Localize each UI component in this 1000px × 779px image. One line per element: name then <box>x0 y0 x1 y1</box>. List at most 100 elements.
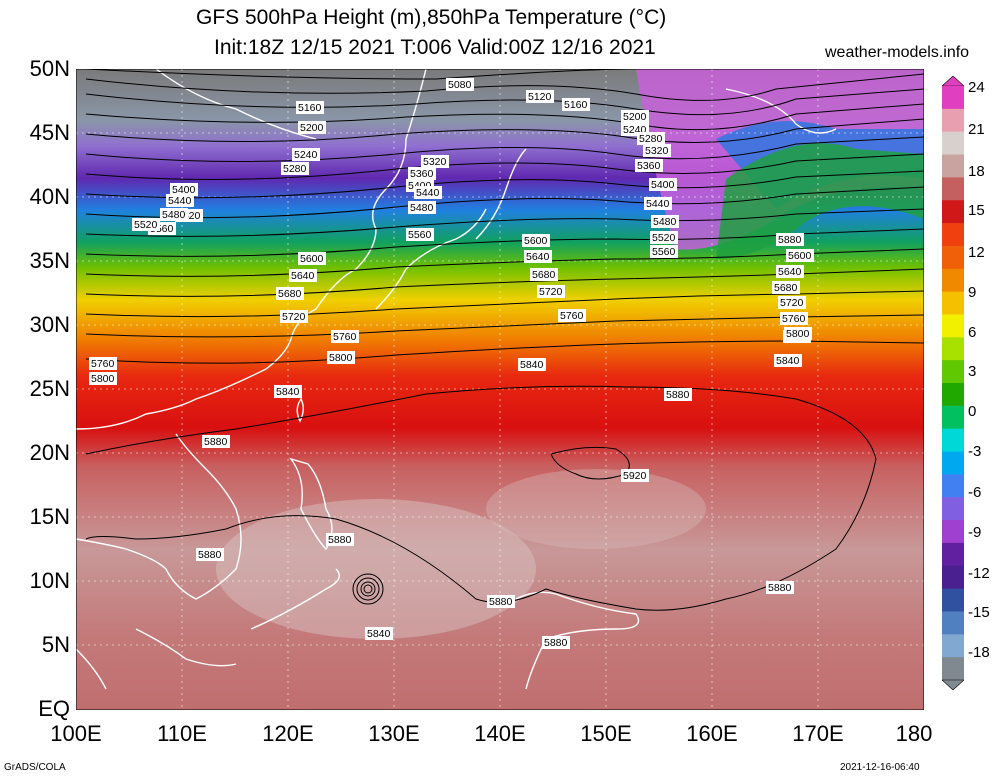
tropical-pale-zone-2 <box>486 469 706 549</box>
contour-label: 5360 <box>637 160 661 172</box>
contour-label: 5120 <box>528 91 552 103</box>
colorbar-label: -12 <box>968 565 990 582</box>
lon-label: 130E <box>368 721 420 746</box>
contour-label: 5640 <box>291 270 315 282</box>
lon-label: 150E <box>580 721 632 746</box>
lat-label: 25N <box>29 376 70 401</box>
colorbar-swatch <box>942 451 964 475</box>
contour-label-bg <box>643 144 671 157</box>
colorbar-label: -9 <box>968 524 982 541</box>
colorbar-label: 6 <box>968 324 977 341</box>
contour-label-bg <box>621 469 649 482</box>
contour-label: 5720 <box>780 297 804 309</box>
colorbar-label: -18 <box>968 644 990 661</box>
contour-label-bg <box>776 233 804 246</box>
contour-label-bg <box>518 358 546 371</box>
contour-label: 5320 <box>423 156 447 168</box>
contour-label-bg <box>526 90 554 103</box>
colorbar <box>942 76 964 690</box>
contour-label: 5920 <box>623 470 647 482</box>
colorbar-label: 0 <box>968 403 977 420</box>
contour-label: 5400 <box>172 184 196 196</box>
contour-label: 5280 <box>283 163 307 175</box>
lon-label: 170E <box>792 721 844 746</box>
lat-label: 40N <box>29 184 70 209</box>
contour-label: 5400 <box>651 179 675 191</box>
contour-label: 5560 <box>408 229 432 241</box>
contour-label: 5320 <box>645 145 669 157</box>
site-credit: weather-models.info <box>825 44 970 61</box>
colorbar-swatch <box>942 611 964 635</box>
lat-label: 5N <box>41 632 70 657</box>
colorbar-arrow-bottom <box>942 679 964 690</box>
colorbar-label: 12 <box>968 244 985 261</box>
contour-label: 5760 <box>333 331 357 343</box>
contour-label-bg <box>558 309 586 322</box>
contour-label-bg <box>644 197 672 210</box>
colorbar-label: 21 <box>968 121 985 138</box>
colorbar-swatch <box>942 108 964 133</box>
contour-label: 5560 <box>652 246 676 258</box>
contour-label: 5440 <box>168 195 192 207</box>
contour-label-bg <box>784 327 812 340</box>
contour-label-bg <box>635 159 663 172</box>
contour-label-bg <box>537 285 565 298</box>
contour-label: 5080 <box>448 79 472 91</box>
colorbar-swatch <box>942 86 964 110</box>
contour-label: 5840 <box>276 386 300 398</box>
contour-label: 5840 <box>520 359 544 371</box>
chart-subtitle: Init:18Z 12/15 2021 T:006 Valid:00Z 12/1… <box>214 36 656 59</box>
contour-label-bg <box>408 201 436 214</box>
lat-label: 45N <box>29 120 70 145</box>
coastlines <box>76 69 837 690</box>
contour-label-bg <box>414 186 442 199</box>
contour-label-bg <box>89 372 117 385</box>
contour-label-bg <box>89 357 117 370</box>
lon-label: 100E <box>50 721 102 746</box>
contour-label-bg <box>530 268 558 281</box>
contour-label: 5720 <box>282 311 306 323</box>
lat-label: 30N <box>29 312 70 337</box>
contour-label-bg <box>406 228 434 241</box>
contour-label: 5520 <box>652 232 676 244</box>
contour-label-bg <box>160 208 188 221</box>
lat-label: EQ <box>38 696 70 721</box>
colorbar-swatch <box>942 405 964 430</box>
contour-label: 5600 <box>524 235 548 247</box>
contour-label: 5480 <box>162 209 186 221</box>
contour-label: 5160 <box>564 99 588 111</box>
contour-label-bg <box>651 215 679 228</box>
contour-label: 5880 <box>666 389 690 401</box>
contour-label-bg <box>542 636 570 649</box>
contour-label-bg <box>772 281 800 294</box>
contour-label: 5800 <box>91 373 115 385</box>
contour-label-bg <box>365 627 393 640</box>
contour-label-bg <box>780 312 808 325</box>
lat-label: 50N <box>29 56 70 81</box>
contour-label-bg <box>562 98 590 111</box>
lon-label: 160E <box>686 721 738 746</box>
contour-label: 5800 <box>786 328 810 340</box>
colorbar-label: -6 <box>968 484 982 501</box>
contour-label-bg <box>274 385 302 398</box>
contour-label-bg <box>296 101 324 114</box>
contour-label-bg <box>778 296 806 309</box>
contour-label-bg <box>281 162 309 175</box>
contour-label-bg <box>276 287 304 300</box>
contour-label: 5880 <box>198 549 222 561</box>
tropical-pale-zone <box>216 499 536 639</box>
contour-label: 5760 <box>560 310 584 322</box>
colorbar-swatch <box>942 154 964 178</box>
contour-label-bg <box>292 148 320 161</box>
colorbar-swatch <box>942 588 964 612</box>
contour-label-bg <box>280 310 308 323</box>
contour-label-bg <box>524 250 552 263</box>
colorbar-swatch <box>942 177 964 201</box>
colorbar-swatch <box>942 337 964 361</box>
contour-label-bg <box>487 595 515 608</box>
contour-label-bg <box>766 581 794 594</box>
chart-title: GFS 500hPa Height (m),850hPa Temperature… <box>196 6 667 29</box>
contour-label: 5280 <box>639 133 663 145</box>
